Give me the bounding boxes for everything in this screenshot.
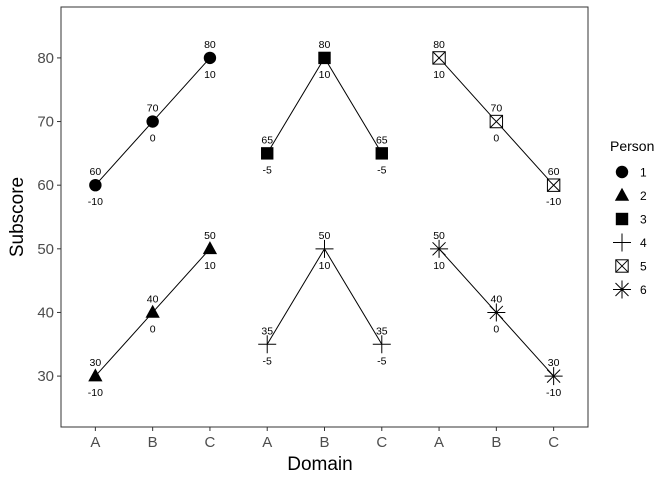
deviation-label: 10 <box>319 260 331 272</box>
legend-label: 1 <box>640 166 647 180</box>
deviation-label: -10 <box>546 196 561 208</box>
deviation-label: -10 <box>88 387 103 399</box>
point-person-5 <box>489 114 504 129</box>
value-label: 50 <box>433 230 445 242</box>
legend-key-person-2 <box>614 187 630 201</box>
point-person-3 <box>261 147 274 160</box>
point-person-2 <box>88 368 103 382</box>
x-tick-label: B <box>148 434 158 451</box>
value-label: 80 <box>204 39 216 51</box>
x-tick-label: C <box>205 434 216 451</box>
deviation-label: -5 <box>377 355 386 367</box>
legend-label: 2 <box>640 189 647 203</box>
deviation-label: 0 <box>150 133 156 145</box>
point-person-1 <box>146 115 159 128</box>
y-tick-label: 70 <box>37 114 54 131</box>
series-points <box>88 51 563 386</box>
point-person-4 <box>315 239 334 258</box>
deviation-label: 10 <box>204 69 216 81</box>
x-axis-title: Domain <box>287 454 352 475</box>
x-tick-label: B <box>491 434 501 451</box>
deviation-label: 0 <box>150 323 156 335</box>
legend-key-person-4 <box>613 233 631 252</box>
data-labels: 60 -10 70 0 80 10 30 -10 40 0 50 10 65 -5 80 10 65 -5 35 -5… <box>88 39 562 399</box>
y-axis-title: Subscore <box>7 177 28 257</box>
deviation-label: 10 <box>319 69 331 81</box>
point-person-4 <box>372 335 391 354</box>
y-tick-label: 50 <box>37 241 54 258</box>
point-person-2 <box>202 241 218 255</box>
plot-panel <box>60 6 589 428</box>
x-tick-label: A <box>434 434 444 451</box>
value-label: 80 <box>319 39 331 51</box>
value-label: 70 <box>147 103 159 115</box>
point-person-2 <box>145 304 160 318</box>
legend-key-person-6 <box>613 280 631 299</box>
point-person-3 <box>375 147 388 160</box>
deviation-label: -5 <box>263 355 272 367</box>
value-label: 60 <box>90 166 102 178</box>
x-tick-label: A <box>90 434 100 451</box>
point-person-5 <box>432 51 446 65</box>
x-tick-label: A <box>262 434 272 451</box>
value-label: 35 <box>376 325 388 337</box>
deviation-label: -5 <box>377 164 386 176</box>
y-tick-label: 40 <box>37 304 54 321</box>
point-person-6 <box>430 239 449 258</box>
value-label: 30 <box>548 357 560 369</box>
value-label: 50 <box>319 230 331 242</box>
point-person-1 <box>89 178 102 192</box>
value-label: 80 <box>433 39 445 51</box>
point-person-5 <box>546 178 561 192</box>
legend-key-person-3 <box>615 212 629 226</box>
value-label: 70 <box>491 103 503 115</box>
legend-label: 5 <box>640 260 647 274</box>
y-tick-label: 60 <box>37 177 54 194</box>
point-person-6 <box>487 303 506 322</box>
legend-title: Person <box>610 138 654 154</box>
value-label: 30 <box>90 357 102 369</box>
deviation-label: 10 <box>433 69 445 81</box>
deviation-label: -10 <box>546 387 561 399</box>
value-label: 65 <box>261 134 273 146</box>
x-tick-label: C <box>548 434 559 451</box>
deviation-label: 0 <box>493 133 499 145</box>
value-label: 40 <box>147 293 159 305</box>
deviation-label: 0 <box>493 323 499 335</box>
x-tick-label: B <box>319 434 329 451</box>
deviation-label: -10 <box>88 196 103 208</box>
legend-label: 6 <box>640 283 647 297</box>
legend-key-person-1 <box>615 165 629 179</box>
value-label: 60 <box>548 166 560 178</box>
deviation-label: 10 <box>433 260 445 272</box>
legend-label: 3 <box>640 213 647 227</box>
point-person-6 <box>544 367 563 386</box>
y-tick-label: 80 <box>37 50 54 67</box>
point-person-1 <box>203 51 217 65</box>
legend: Person 1 2 3 4 5 6 <box>610 138 654 299</box>
value-label: 35 <box>261 325 273 337</box>
point-person-3 <box>318 51 331 65</box>
y-axis: 30 40 50 60 70 80 <box>37 50 61 385</box>
legend-label: 4 <box>640 236 647 250</box>
legend-key-person-5 <box>615 259 629 273</box>
deviation-label: -5 <box>263 164 272 176</box>
point-person-4 <box>258 335 277 354</box>
value-label: 40 <box>491 293 503 305</box>
y-tick-label: 30 <box>37 368 54 385</box>
deviation-label: 10 <box>204 260 216 272</box>
value-label: 50 <box>204 230 216 242</box>
value-label: 65 <box>376 134 388 146</box>
x-tick-label: C <box>376 434 387 451</box>
